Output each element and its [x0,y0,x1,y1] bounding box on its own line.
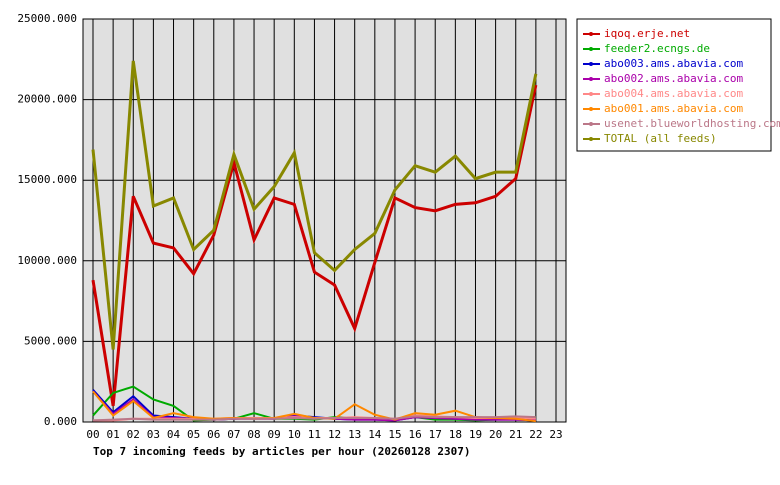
legend-label: abo003.ams.abavia.com [604,57,743,70]
legend-label: abo002.ams.abavia.com [604,72,743,85]
legend-marker [589,77,593,81]
y-tick-label: 15000.000 [17,173,77,186]
x-tick-label: 07 [227,428,240,441]
x-tick-label: 17 [429,428,442,441]
x-tick-label: 23 [549,428,562,441]
y-tick-label: 10000.000 [17,254,77,267]
plot-area [82,18,567,423]
legend-marker [589,92,593,96]
x-tick-label: 12 [328,428,341,441]
x-tick-label: 08 [247,428,260,441]
x-tick-label: 18 [449,428,462,441]
x-tick-label: 02 [127,428,140,441]
legend-marker [589,137,593,141]
x-tick-label: 13 [348,428,361,441]
x-tick-label: 15 [388,428,401,441]
x-tick-label: 03 [147,428,160,441]
legend-label: abo001.ams.abavia.com [604,102,743,115]
legend-label: abo004.ams.abavia.com [604,87,743,100]
legend-marker [589,32,593,36]
legend-label: iqoq.erje.net [604,27,690,40]
x-tick-label: 11 [308,428,321,441]
x-tick-label: 21 [509,428,522,441]
legend-label: feeder2.ecngs.de [604,42,710,55]
legend-label: TOTAL (all feeds) [604,132,717,145]
chart-title: Top 7 incoming feeds by articles per hou… [93,445,471,458]
x-tick-label: 04 [167,428,181,441]
legend-label: usenet.blueworldhosting.com [604,117,780,130]
x-tick-label: 22 [529,428,542,441]
y-tick-label: 25000.000 [17,12,77,25]
x-tick-label: 14 [368,428,382,441]
legend [576,18,772,152]
x-tick-label: 19 [469,428,482,441]
x-tick-label: 10 [288,428,301,441]
y-tick-label: 0.000 [44,415,77,428]
series-line [92,415,536,422]
legend-marker [589,62,593,66]
y-tick-label: 20000.000 [17,93,77,106]
x-tick-label: 20 [489,428,502,441]
x-tick-label: 09 [268,428,281,441]
x-tick-label: 05 [187,428,200,441]
legend-marker [589,107,593,111]
x-tick-label: 16 [408,428,421,441]
series-line [91,84,538,407]
y-tick-label: 5000.000 [24,334,77,347]
legend-marker [589,47,593,51]
series-line [91,60,538,350]
x-tick-label: 06 [207,428,220,441]
x-tick-label: 00 [86,428,99,441]
legend-marker [589,122,593,126]
x-tick-label: 01 [107,428,120,441]
